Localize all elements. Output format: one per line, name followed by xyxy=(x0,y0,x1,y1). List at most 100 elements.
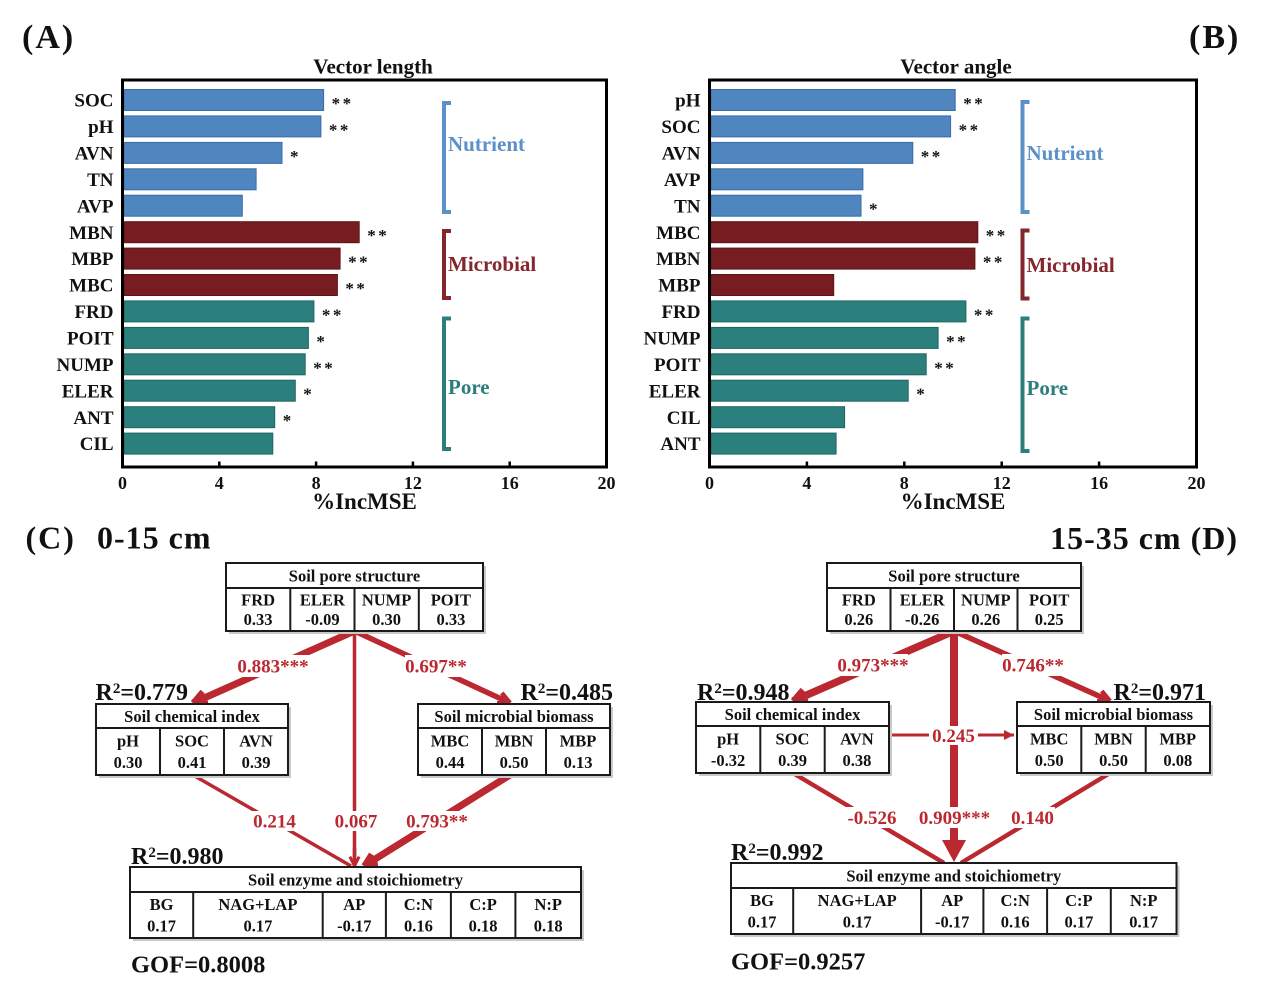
svg-text:0.18: 0.18 xyxy=(469,916,498,935)
svg-text:**: ** xyxy=(322,305,344,324)
svg-text:AVN: AVN xyxy=(239,732,273,751)
svg-text:pH: pH xyxy=(717,730,739,749)
svg-text:0.50: 0.50 xyxy=(1099,751,1128,770)
svg-text:*: * xyxy=(290,147,301,166)
svg-text:0.17: 0.17 xyxy=(1129,912,1158,931)
svg-text:Nutrient: Nutrient xyxy=(448,132,525,156)
svg-text:0.17: 0.17 xyxy=(843,912,872,931)
svg-text:0: 0 xyxy=(705,473,714,493)
svg-text:Soil microbial biomass: Soil microbial biomass xyxy=(1034,705,1194,724)
svg-text:CIL: CIL xyxy=(80,434,114,455)
svg-text:0: 0 xyxy=(118,473,127,493)
svg-text:*: * xyxy=(283,411,294,430)
svg-text:20: 20 xyxy=(1188,473,1206,493)
svg-text:C:P: C:P xyxy=(469,895,497,914)
svg-text:0.30: 0.30 xyxy=(114,753,143,772)
svg-text:0.214: 0.214 xyxy=(253,812,296,833)
svg-text:R2=0.980: R2=0.980 xyxy=(131,844,224,870)
svg-text:MBN: MBN xyxy=(495,732,534,751)
svg-text:SOC: SOC xyxy=(776,730,810,749)
svg-text:POIT: POIT xyxy=(67,329,114,350)
svg-text:MBP: MBP xyxy=(1159,730,1196,749)
svg-text:Soil chemical index: Soil chemical index xyxy=(124,707,260,726)
svg-text:16: 16 xyxy=(501,473,519,493)
svg-text:**: ** xyxy=(313,358,335,377)
svg-text:**: ** xyxy=(983,253,1005,272)
svg-text:0-15 cm: 0-15 cm xyxy=(97,520,212,556)
svg-text:Soil pore structure: Soil pore structure xyxy=(888,566,1019,585)
svg-text:ELER: ELER xyxy=(300,590,346,609)
svg-text:ANT: ANT xyxy=(73,408,113,429)
svg-text:SOC: SOC xyxy=(661,117,700,138)
svg-text:NUMP: NUMP xyxy=(57,355,114,376)
svg-text:0.08: 0.08 xyxy=(1163,751,1192,770)
svg-text:0.50: 0.50 xyxy=(500,753,529,772)
svg-text:0.33: 0.33 xyxy=(244,610,273,629)
svg-text:4: 4 xyxy=(215,473,224,493)
svg-text:FRD: FRD xyxy=(661,302,700,323)
svg-text:Soil enzyme and stoichiometry: Soil enzyme and stoichiometry xyxy=(248,870,464,889)
svg-text:**: ** xyxy=(367,226,389,245)
svg-text:MBP: MBP xyxy=(71,249,114,270)
svg-text:MBP: MBP xyxy=(658,276,701,297)
svg-text:**: ** xyxy=(934,358,956,377)
svg-text:**: ** xyxy=(345,279,367,298)
svg-text:0.18: 0.18 xyxy=(534,916,563,935)
svg-text:%IncMSE: %IncMSE xyxy=(312,489,417,514)
svg-text:0.17: 0.17 xyxy=(147,916,176,935)
svg-text:0.16: 0.16 xyxy=(404,916,433,935)
svg-text:16: 16 xyxy=(1090,473,1108,493)
svg-text:N:P: N:P xyxy=(1130,891,1158,910)
svg-text:4: 4 xyxy=(802,473,811,493)
svg-text:0.30: 0.30 xyxy=(372,610,401,629)
svg-text:MBC: MBC xyxy=(656,223,700,244)
svg-text:MBN: MBN xyxy=(1094,730,1133,749)
svg-text:BG: BG xyxy=(750,891,774,910)
svg-text:0.25: 0.25 xyxy=(1035,610,1064,629)
svg-text:**: ** xyxy=(946,332,968,351)
svg-text:AVN: AVN xyxy=(662,144,701,165)
svg-text:Soil microbial biomass: Soil microbial biomass xyxy=(434,707,594,726)
svg-text:**: ** xyxy=(348,253,370,272)
svg-text:(A): (A) xyxy=(22,19,75,56)
svg-text:**: ** xyxy=(921,147,943,166)
svg-text:C:P: C:P xyxy=(1065,891,1093,910)
svg-text:0.13: 0.13 xyxy=(564,753,593,772)
svg-text:pH: pH xyxy=(88,117,114,138)
svg-text:-0.17: -0.17 xyxy=(337,916,371,935)
svg-text:20: 20 xyxy=(598,473,616,493)
svg-text:0.746**: 0.746** xyxy=(1002,656,1064,677)
svg-text:NUMP: NUMP xyxy=(644,329,701,350)
svg-text:**: ** xyxy=(963,94,985,113)
svg-text:NAG+LAP: NAG+LAP xyxy=(218,895,297,914)
svg-text:0.17: 0.17 xyxy=(243,916,272,935)
svg-text:MBN: MBN xyxy=(656,249,701,270)
svg-text:NUMP: NUMP xyxy=(362,590,411,609)
svg-text:0.140: 0.140 xyxy=(1011,808,1054,829)
svg-text:Microbial: Microbial xyxy=(1027,253,1115,277)
svg-text:-0.09: -0.09 xyxy=(305,610,339,629)
svg-text:R2=0.971: R2=0.971 xyxy=(1113,680,1206,706)
svg-text:0.16: 0.16 xyxy=(1001,912,1030,931)
svg-text:GOF=0.8008: GOF=0.8008 xyxy=(131,952,265,979)
svg-text:NUMP: NUMP xyxy=(961,590,1010,609)
svg-text:Soil pore structure: Soil pore structure xyxy=(289,566,420,585)
svg-text:AVN: AVN xyxy=(840,730,874,749)
svg-text:GOF=0.9257: GOF=0.9257 xyxy=(731,949,865,976)
svg-text:**: ** xyxy=(329,120,351,139)
svg-text:0.245: 0.245 xyxy=(932,726,975,747)
svg-text:*: * xyxy=(869,200,880,219)
svg-text:*: * xyxy=(316,332,327,351)
svg-text:-0.526: -0.526 xyxy=(847,808,896,829)
svg-text:-0.32: -0.32 xyxy=(711,751,745,770)
svg-text:0.883***: 0.883*** xyxy=(237,657,308,678)
svg-text:R2=0.948: R2=0.948 xyxy=(697,680,790,706)
svg-text:FRD: FRD xyxy=(241,590,275,609)
svg-text:TN: TN xyxy=(87,170,114,191)
svg-text:C:N: C:N xyxy=(1001,891,1030,910)
svg-text:0.26: 0.26 xyxy=(971,610,1000,629)
svg-text:AVP: AVP xyxy=(664,170,701,191)
svg-text:CIL: CIL xyxy=(667,408,701,429)
svg-text:0.44: 0.44 xyxy=(436,753,465,772)
svg-text:MBC: MBC xyxy=(431,732,470,751)
